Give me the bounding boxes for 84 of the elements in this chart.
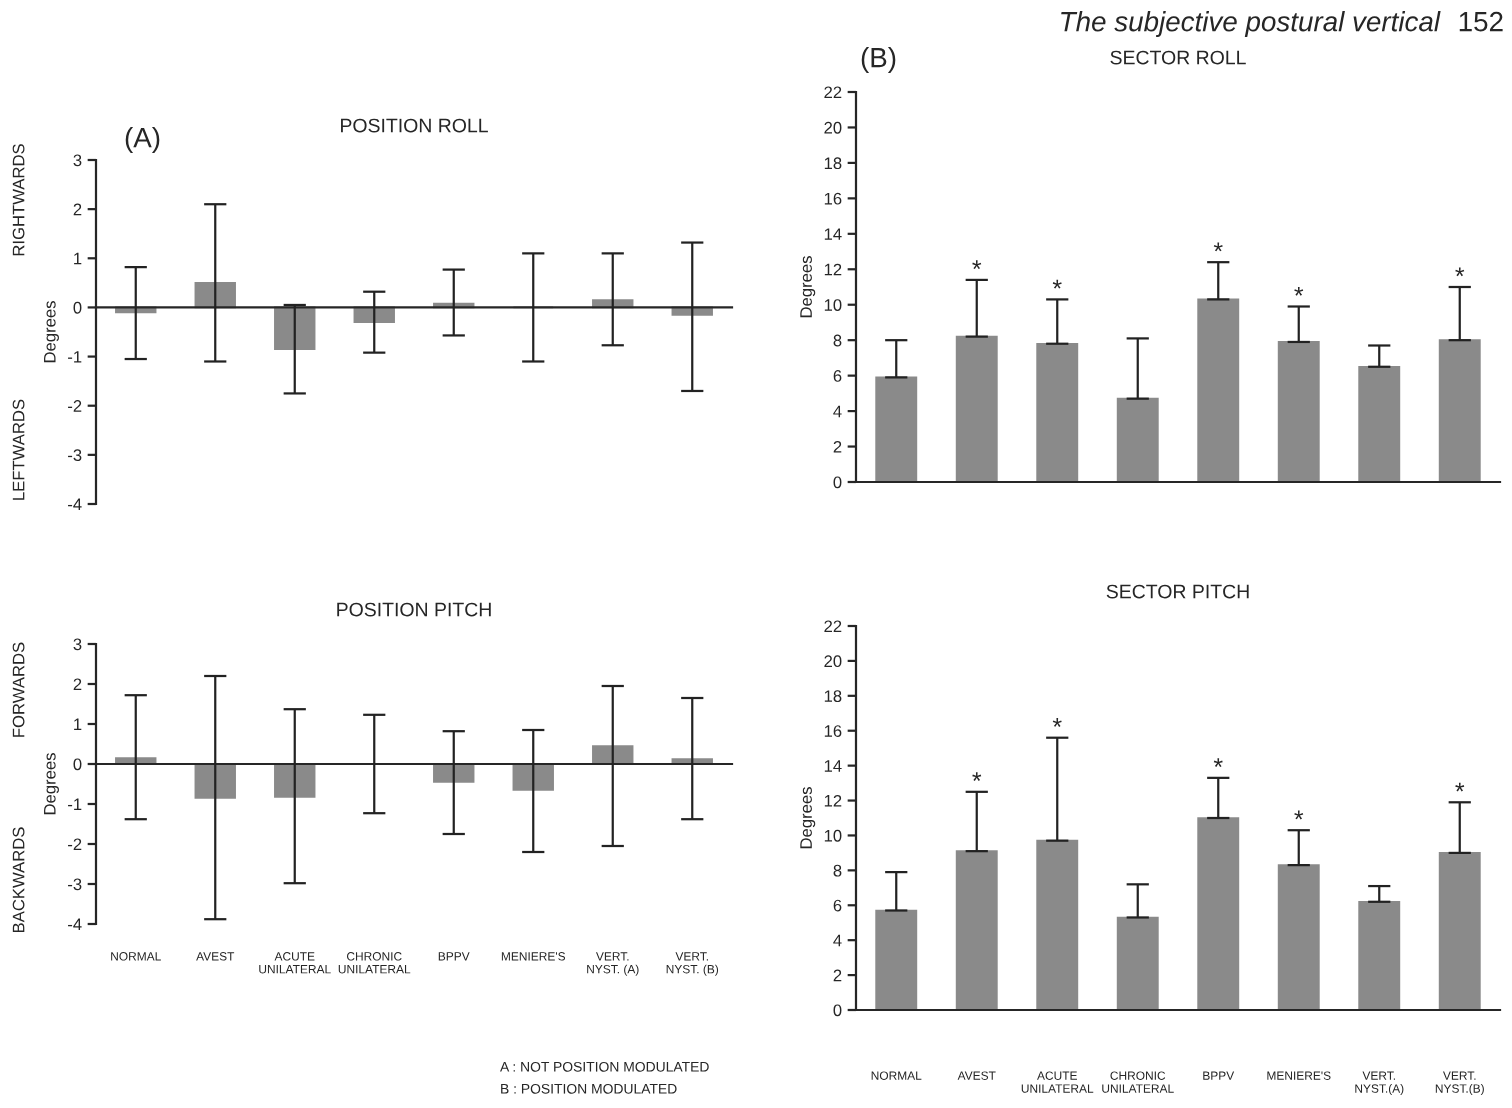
data-label: * <box>1213 242 1223 252</box>
y-tick-label: -3 <box>68 878 82 891</box>
y-tick-label: 12 <box>824 263 842 276</box>
y-tick-label: 2 <box>73 678 82 691</box>
text: The subjective postural vertical <box>1061 11 1441 37</box>
bar <box>1116 397 1159 482</box>
text: (B) <box>861 47 896 73</box>
annotation: * <box>1294 810 1304 820</box>
bar <box>1116 916 1159 1010</box>
y-tick-label: -1 <box>68 351 82 363</box>
y-tick-label: 8 <box>833 334 842 347</box>
y-axis-title: Degrees <box>44 753 59 815</box>
text: FORWARDS <box>12 642 25 737</box>
data-label: * <box>1294 286 1304 296</box>
y-tick-label: -4 <box>68 918 82 931</box>
data-label: * <box>972 260 982 270</box>
y-tick-label: 22 <box>824 620 842 633</box>
y-tick-label: 20 <box>824 121 842 134</box>
text: (A) <box>125 127 160 153</box>
annotation: * <box>1052 718 1062 727</box>
y-tick-label: 0 <box>73 301 82 314</box>
y-tick-label: 4 <box>833 405 842 418</box>
bar <box>955 335 998 482</box>
y-tick-label: -4 <box>68 498 82 511</box>
y-tick-label: 10 <box>824 299 842 311</box>
y-tick-label: 14 <box>824 760 842 772</box>
bar <box>1358 365 1401 482</box>
y-tick-label: 1 <box>74 252 82 265</box>
y-tick-label: 2 <box>73 203 82 216</box>
y-tick-label: 12 <box>824 794 842 807</box>
bar <box>1277 864 1320 1010</box>
y-tick-label: -2 <box>68 400 82 412</box>
bar <box>1036 839 1079 1010</box>
y-tick-label: -2 <box>68 838 82 851</box>
chart-title: SECTOR PITCH <box>1106 584 1249 599</box>
y-tick-label: 2 <box>833 440 842 453</box>
y-axis-title: Degrees <box>44 301 59 363</box>
y-tick-label: -1 <box>68 798 82 811</box>
y-tick-label: 18 <box>824 157 842 170</box>
bar <box>875 376 918 482</box>
bar <box>194 763 236 799</box>
y-tick-label: 14 <box>824 228 842 240</box>
annotation: * <box>1213 758 1223 768</box>
y-tick-label: 0 <box>833 1004 842 1017</box>
text: RIGHTWARDS <box>12 144 25 256</box>
y-tick-label: 4 <box>833 934 842 947</box>
y-tick-label: 6 <box>833 899 842 912</box>
y-tick-label: 0 <box>73 758 82 771</box>
data-label: * <box>1455 267 1465 277</box>
y-tick-label: 22 <box>824 86 842 99</box>
y-tick-label: 16 <box>824 725 842 737</box>
y-tick-label: 8 <box>833 864 842 877</box>
bar <box>875 909 918 1010</box>
y-tick-label: 16 <box>824 192 842 205</box>
bar <box>1438 339 1481 482</box>
bar <box>1277 341 1320 482</box>
y-tick-label: 18 <box>824 690 842 703</box>
y-tick-label: 3 <box>73 638 82 651</box>
bar <box>1358 900 1401 1010</box>
y-tick-label: -3 <box>68 449 82 462</box>
text: 152 <box>1459 11 1503 32</box>
bar <box>1438 852 1481 1010</box>
y-tick-label: 20 <box>824 655 842 668</box>
text: LEFTWARDS <box>12 399 25 500</box>
bar <box>274 763 316 798</box>
data-label: * <box>1052 279 1062 289</box>
chart-title: SECTOR ROLL <box>1110 50 1246 65</box>
bar <box>1036 342 1079 482</box>
y-tick-label: 10 <box>824 829 842 842</box>
y-tick-label: 3 <box>73 154 82 167</box>
y-tick-label: 0 <box>833 476 842 489</box>
chart-title: POSITION ROLL <box>341 118 488 133</box>
y-tick-label: 1 <box>74 718 82 731</box>
annotation: * <box>972 772 982 781</box>
text: BACKWARDS <box>12 827 25 933</box>
chart-title: POSITION PITCH <box>337 602 491 617</box>
y-axis-title: Degrees <box>800 787 816 849</box>
bar <box>1197 298 1240 482</box>
y-axis-title: Degrees <box>800 256 816 318</box>
bar <box>1197 817 1240 1010</box>
y-tick-label: 2 <box>833 969 842 982</box>
annotation: * <box>1455 782 1465 792</box>
bar <box>955 850 998 1010</box>
y-tick-label: 6 <box>833 370 842 382</box>
